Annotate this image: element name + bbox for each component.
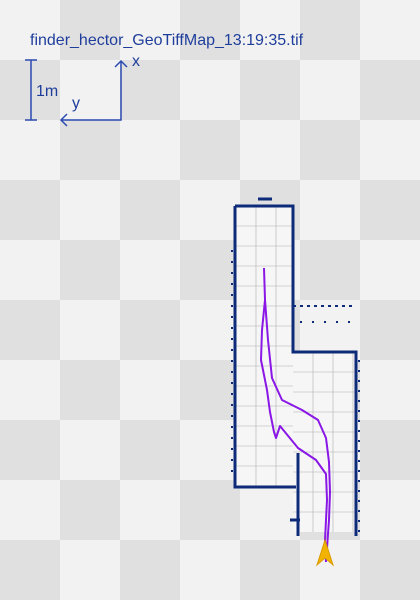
- path-outbound: [260, 267, 328, 563]
- checker-tile: [360, 360, 420, 420]
- checker-tile: [180, 300, 240, 360]
- path-return: [264, 299, 331, 549]
- checker-tile: [60, 420, 120, 480]
- checker-tile: [120, 60, 180, 120]
- checker-tile: [180, 60, 240, 120]
- checker-tile: [0, 120, 60, 180]
- checker-tile: [360, 0, 420, 60]
- checker-tile: [120, 0, 180, 60]
- map-grid: [236, 206, 356, 532]
- checker-tile: [120, 540, 180, 600]
- checker-tile: [60, 540, 120, 600]
- checker-tile: [180, 0, 240, 60]
- checker-tile: [60, 240, 120, 300]
- checker-tile: [300, 300, 360, 360]
- checker-tile: [180, 480, 240, 540]
- checker-tile: [120, 120, 180, 180]
- checker-tile: [180, 540, 240, 600]
- checker-tile: [180, 180, 240, 240]
- checker-tile: [60, 0, 120, 60]
- checker-tile: [240, 480, 300, 540]
- checker-tile: [240, 0, 300, 60]
- checker-tile: [360, 420, 420, 480]
- checker-tile: [300, 120, 360, 180]
- scale-label: 1m: [36, 83, 58, 100]
- checker-tile: [360, 60, 420, 120]
- checker-tile: [120, 300, 180, 360]
- map-title: finder_hector_GeoTiffMap_13:19:35.tif: [30, 32, 304, 49]
- checker-tile: [300, 180, 360, 240]
- checker-tile: [0, 180, 60, 240]
- checker-tile: [300, 540, 360, 600]
- free-space-lower-right: [293, 352, 355, 532]
- checker-tile: [0, 420, 60, 480]
- checker-tile: [180, 360, 240, 420]
- checker-tile: [120, 480, 180, 540]
- checker-tile: [240, 60, 300, 120]
- robot-trajectory: [260, 267, 331, 563]
- checker-tile: [120, 180, 180, 240]
- axis-y-label: y: [72, 95, 80, 112]
- checker-tile: [300, 0, 360, 60]
- checker-tile: [120, 240, 180, 300]
- checker-tile: [360, 180, 420, 240]
- checker-tile: [120, 360, 180, 420]
- checker-tile: [360, 120, 420, 180]
- checker-tile: [0, 0, 60, 60]
- checker-tile: [0, 360, 60, 420]
- wall-outer-right: [235, 204, 358, 536]
- checker-tile: [60, 180, 120, 240]
- checker-tile: [60, 300, 120, 360]
- checker-tile: [0, 300, 60, 360]
- robot-arrow-icon: [315, 538, 335, 567]
- checker-tile: [360, 540, 420, 600]
- checker-tile: [180, 120, 240, 180]
- checker-tile: [360, 480, 420, 540]
- free-space-area: [236, 206, 355, 532]
- checker-tile: [360, 240, 420, 300]
- checker-tile: [0, 60, 60, 120]
- checker-tile: [0, 540, 60, 600]
- checker-tile: [300, 240, 360, 300]
- obstacle-walls: [231, 197, 360, 536]
- checker-tile: [240, 540, 300, 600]
- checker-tile: [240, 120, 300, 180]
- checker-tile: [60, 60, 120, 120]
- axis-indicator: [59, 59, 128, 127]
- checker-tile: [180, 240, 240, 300]
- checker-tile: [180, 420, 240, 480]
- checker-tile: [60, 120, 120, 180]
- scale-bar: [25, 59, 37, 121]
- checker-tile: [360, 300, 420, 360]
- checker-tile: [0, 480, 60, 540]
- checker-tile: [60, 480, 120, 540]
- wall-outer-left: [233, 206, 296, 489]
- checker-tile: [300, 60, 360, 120]
- checker-tile: [120, 420, 180, 480]
- checker-tile: [0, 240, 60, 300]
- checker-tile: [60, 360, 120, 420]
- axis-x-label: x: [132, 53, 140, 70]
